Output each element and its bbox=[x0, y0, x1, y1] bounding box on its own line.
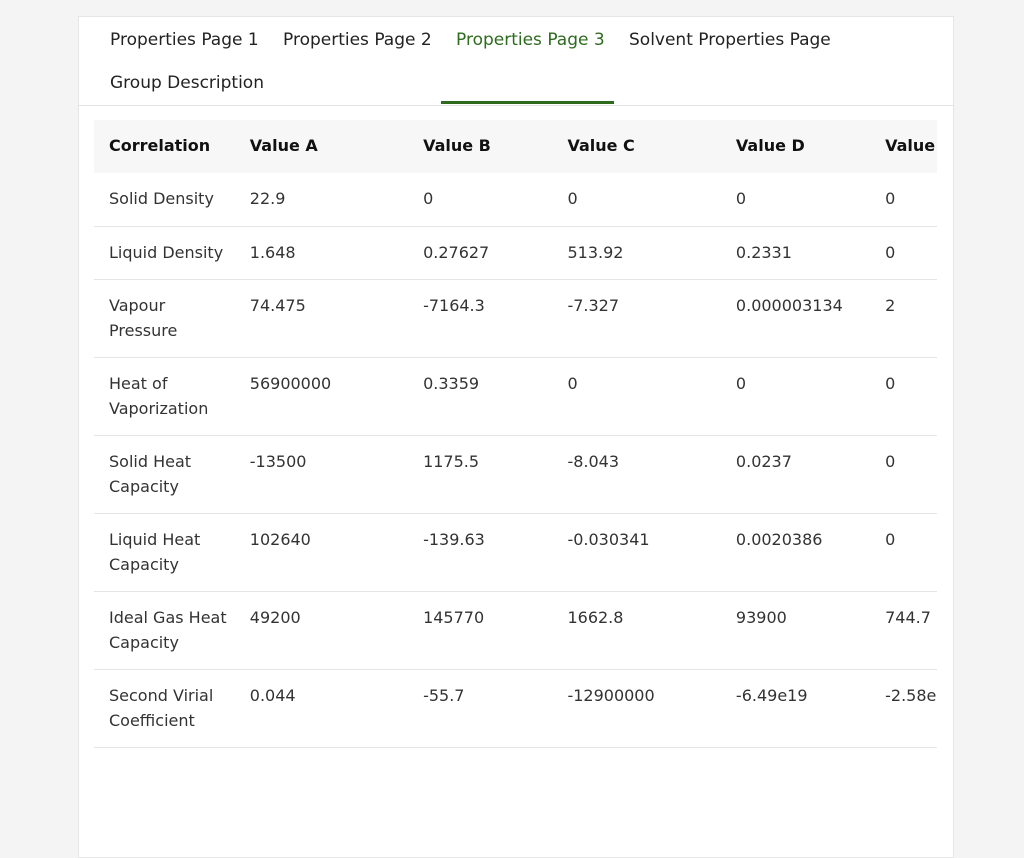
value-e-cell: 0 bbox=[885, 374, 896, 393]
value-d-cell: -6.49e19 bbox=[735, 686, 808, 705]
correlation-name: Liquid Density bbox=[109, 242, 224, 262]
column-header-value-b: Value B bbox=[423, 136, 491, 156]
value-c-cell: 0 bbox=[567, 189, 578, 208]
value-c-cell: 513.92 bbox=[567, 242, 624, 262]
value-c-cell: 1662.8 bbox=[567, 608, 624, 627]
correlation-name: Second Virial Coefficient bbox=[109, 686, 214, 730]
value-c-cell: 0 bbox=[567, 374, 578, 393]
value-a-cell: 1.648 bbox=[249, 242, 296, 262]
tab-bar: Properties Page 1 Properties Page 2 Prop… bbox=[79, 17, 953, 106]
column-header-value-a: Value A bbox=[249, 136, 318, 156]
column-header-value-c: Value C bbox=[567, 136, 635, 156]
value-d-cell: 0.0237 bbox=[735, 452, 792, 471]
value-a-cell: 56900000 bbox=[249, 374, 332, 393]
tab-solvent-properties-page[interactable]: Solvent Properties Page bbox=[629, 30, 831, 50]
value-d-cell: 0.2331 bbox=[735, 242, 792, 262]
value-b-cell: 1175.5 bbox=[423, 452, 480, 471]
column-header-value-d: Value D bbox=[735, 136, 805, 156]
table-row: Ideal Gas Heat Capacity 49200 145770 166… bbox=[94, 592, 937, 670]
value-b-cell: 0.3359 bbox=[423, 374, 480, 393]
value-a-cell: 0.044 bbox=[249, 686, 296, 705]
value-b-cell: 0.27627 bbox=[423, 242, 490, 262]
value-c-cell: -12900000 bbox=[567, 686, 655, 705]
correlation-name: Solid Density bbox=[109, 189, 214, 208]
value-c-cell: -7.327 bbox=[567, 296, 620, 315]
value-a-cell: 102640 bbox=[249, 530, 311, 549]
value-b-cell: 0 bbox=[423, 189, 434, 208]
correlation-name: Ideal Gas Heat Capacity bbox=[109, 608, 227, 652]
value-b-cell: -55.7 bbox=[423, 686, 465, 705]
table-row: Liquid Density 1.648 0.27627 513.92 0.23… bbox=[94, 226, 937, 280]
value-c-cell: -0.030341 bbox=[567, 530, 650, 549]
value-a-cell: 49200 bbox=[249, 608, 301, 627]
column-header-correlation: Correlation bbox=[109, 136, 211, 156]
table-row: Heat of Vaporization 56900000 0.3359 0 0… bbox=[94, 358, 937, 436]
value-d-cell: 93900 bbox=[735, 608, 787, 627]
correlation-table: Correlation Value A Value B Value C Valu… bbox=[94, 120, 937, 748]
value-e-cell: 0 bbox=[885, 242, 896, 262]
correlation-name: Solid Heat Capacity bbox=[109, 452, 192, 496]
column-header-value-e: Value E bbox=[885, 136, 937, 156]
value-b-cell: -7164.3 bbox=[423, 296, 485, 315]
table-row: Solid Density 22.9 0 0 0 0 0 bbox=[94, 173, 937, 226]
value-d-cell: 0.000003134 bbox=[735, 296, 843, 315]
table-row: Vapour Pressure 74.475 -7164.3 -7.327 0.… bbox=[94, 280, 937, 358]
value-d-cell: 0 bbox=[735, 189, 747, 208]
correlation-name: Heat of Vaporization bbox=[109, 374, 209, 418]
tab-group-description[interactable]: Group Description bbox=[110, 73, 264, 93]
correlation-name: Vapour Pressure bbox=[109, 296, 178, 340]
correlation-table-container[interactable]: Correlation Value A Value B Value C Valu… bbox=[94, 120, 937, 857]
value-e-cell: 744.7 bbox=[885, 608, 931, 627]
value-b-cell: 145770 bbox=[423, 608, 485, 627]
value-e-cell: 0 bbox=[885, 530, 896, 549]
table-header-row: Correlation Value A Value B Value C Valu… bbox=[94, 120, 937, 173]
tab-properties-page-2[interactable]: Properties Page 2 bbox=[283, 30, 432, 50]
value-e-cell: 0 bbox=[885, 189, 896, 208]
table-row: Second Virial Coefficient 0.044 -55.7 -1… bbox=[94, 670, 937, 748]
value-b-cell: -139.63 bbox=[423, 530, 485, 549]
correlation-name: Liquid Heat Capacity bbox=[109, 530, 201, 574]
value-c-cell: -8.043 bbox=[567, 452, 620, 471]
properties-card: Properties Page 1 Properties Page 2 Prop… bbox=[78, 16, 954, 858]
value-d-cell: 0 bbox=[735, 374, 747, 393]
value-d-cell: 0.0020386 bbox=[735, 530, 823, 549]
value-e-cell: 0 bbox=[885, 452, 896, 471]
table-row: Solid Heat Capacity -13500 1175.5 -8.043… bbox=[94, 436, 937, 514]
value-a-cell: 74.475 bbox=[249, 296, 306, 315]
table-row: Liquid Heat Capacity 102640 -139.63 -0.0… bbox=[94, 514, 937, 592]
tab-properties-page-1[interactable]: Properties Page 1 bbox=[110, 30, 259, 50]
value-a-cell: -13500 bbox=[249, 452, 307, 471]
value-a-cell: 22.9 bbox=[249, 189, 286, 208]
active-tab-indicator bbox=[441, 101, 614, 104]
value-e-cell: -2.58e22 bbox=[885, 686, 937, 705]
tab-properties-page-3[interactable]: Properties Page 3 bbox=[456, 30, 605, 50]
value-e-cell: 2 bbox=[885, 296, 896, 315]
